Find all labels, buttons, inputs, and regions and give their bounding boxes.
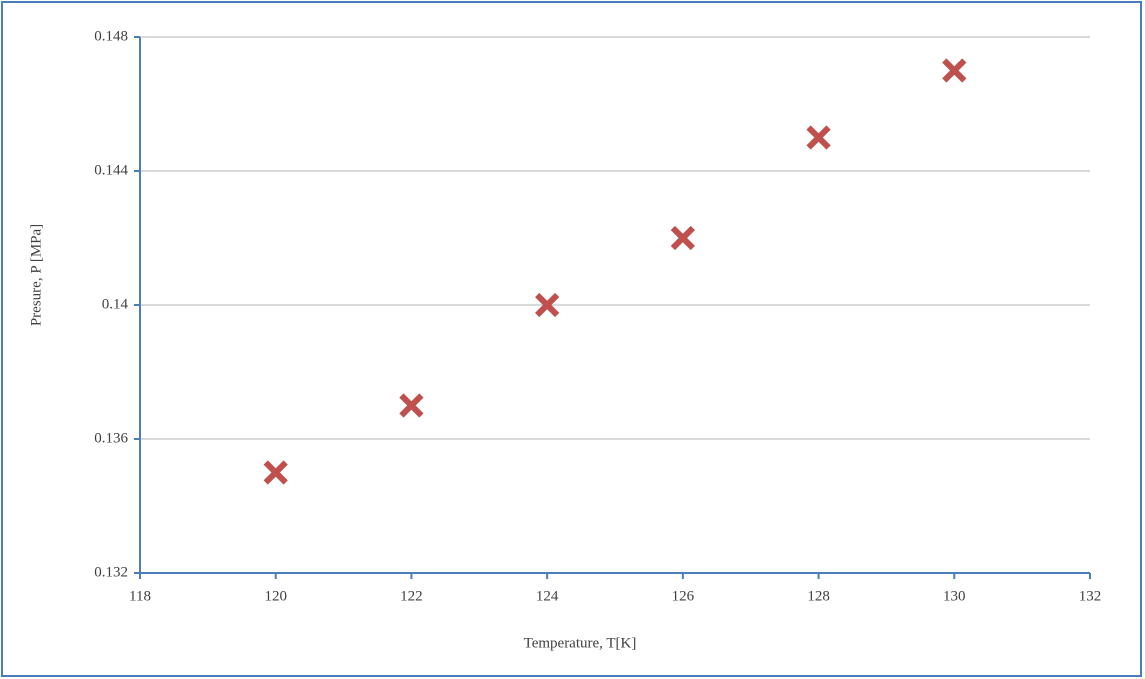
x-tick-label: 120 (264, 588, 287, 604)
marker (399, 393, 424, 418)
marker (535, 292, 560, 318)
x-tick-label: 126 (672, 588, 695, 604)
y-tick-label: 0.14 (102, 296, 129, 312)
y-tick-label: 0.132 (94, 564, 128, 580)
y-tick-label: 0.136 (94, 430, 128, 446)
x-tick-label: 122 (400, 588, 423, 604)
y-tick-label: 0.144 (94, 162, 128, 178)
marker (670, 225, 695, 251)
y-axis-label: Presure, P [MPa] (28, 224, 44, 326)
marker (263, 460, 288, 485)
x-tick-label: 132 (1079, 588, 1102, 604)
y-tick-label: 0.148 (94, 28, 128, 44)
x-tick-label: 118 (129, 588, 151, 604)
marker (942, 58, 967, 83)
x-axis-label: Temperature, T[K] (524, 635, 637, 651)
x-tick-label: 130 (943, 588, 966, 604)
x-tick-label: 124 (536, 588, 559, 604)
marker (806, 125, 831, 150)
x-tick-label: 128 (807, 588, 830, 604)
